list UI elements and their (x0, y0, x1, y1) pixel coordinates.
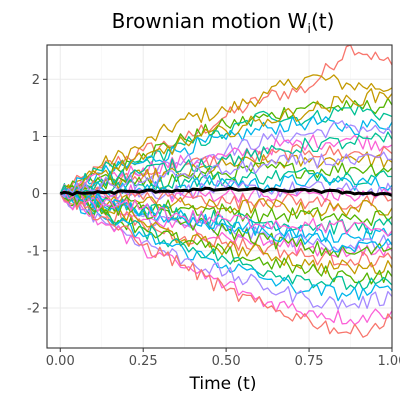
series-layer (59, 44, 393, 338)
series-line-29 (59, 193, 393, 338)
series-line-25 (60, 192, 393, 291)
y-axis: -2 -1 0 1 2 (27, 73, 47, 316)
panel-border (46, 44, 393, 349)
y-tick-label: -2 (27, 301, 40, 316)
series-line-35 (59, 189, 393, 237)
series-line-32 (59, 131, 393, 195)
x-tick-label: 0.25 (129, 354, 158, 369)
series-line-3 (59, 97, 393, 199)
series-line-33 (59, 188, 393, 253)
chart-title-main: Brownian motion W (112, 9, 308, 33)
series-line-28 (59, 193, 393, 326)
x-axis-title: Time (t) (189, 374, 257, 394)
series-line-7 (59, 134, 393, 194)
series-line-16 (59, 189, 393, 218)
series-line-30 (60, 88, 393, 197)
y-tick-label: 2 (32, 73, 40, 88)
chart-title-suffix: (t) (311, 9, 334, 33)
series-line-1 (59, 44, 393, 195)
x-tick-label: 1.00 (378, 354, 400, 369)
series-line-26 (60, 192, 393, 302)
series-line-24 (59, 193, 393, 285)
x-axis: 0.00 0.25 0.50 0.75 1.00 (46, 348, 400, 369)
series-line-12 (59, 171, 393, 200)
series-line-23 (59, 189, 393, 275)
y-tick-label: 0 (32, 187, 40, 202)
series-line-22 (59, 193, 393, 268)
series-line-2 (59, 74, 393, 195)
series-line-34 (59, 151, 393, 198)
x-tick-label: 0.50 (212, 354, 241, 369)
chart-title: Brownian motion Wi(t) (112, 9, 335, 37)
series-line-11 (60, 167, 392, 199)
mean-layer (59, 186, 393, 197)
series-line-10 (59, 161, 393, 194)
y-tick-label: 1 (32, 130, 40, 145)
y-tick-label: -1 (27, 244, 40, 259)
x-tick-label: 0.75 (295, 354, 324, 369)
chart-title-subscript: i (307, 22, 311, 37)
mean-line (59, 186, 393, 197)
series-line-31 (59, 192, 393, 258)
x-tick-label: 0.00 (46, 354, 75, 369)
